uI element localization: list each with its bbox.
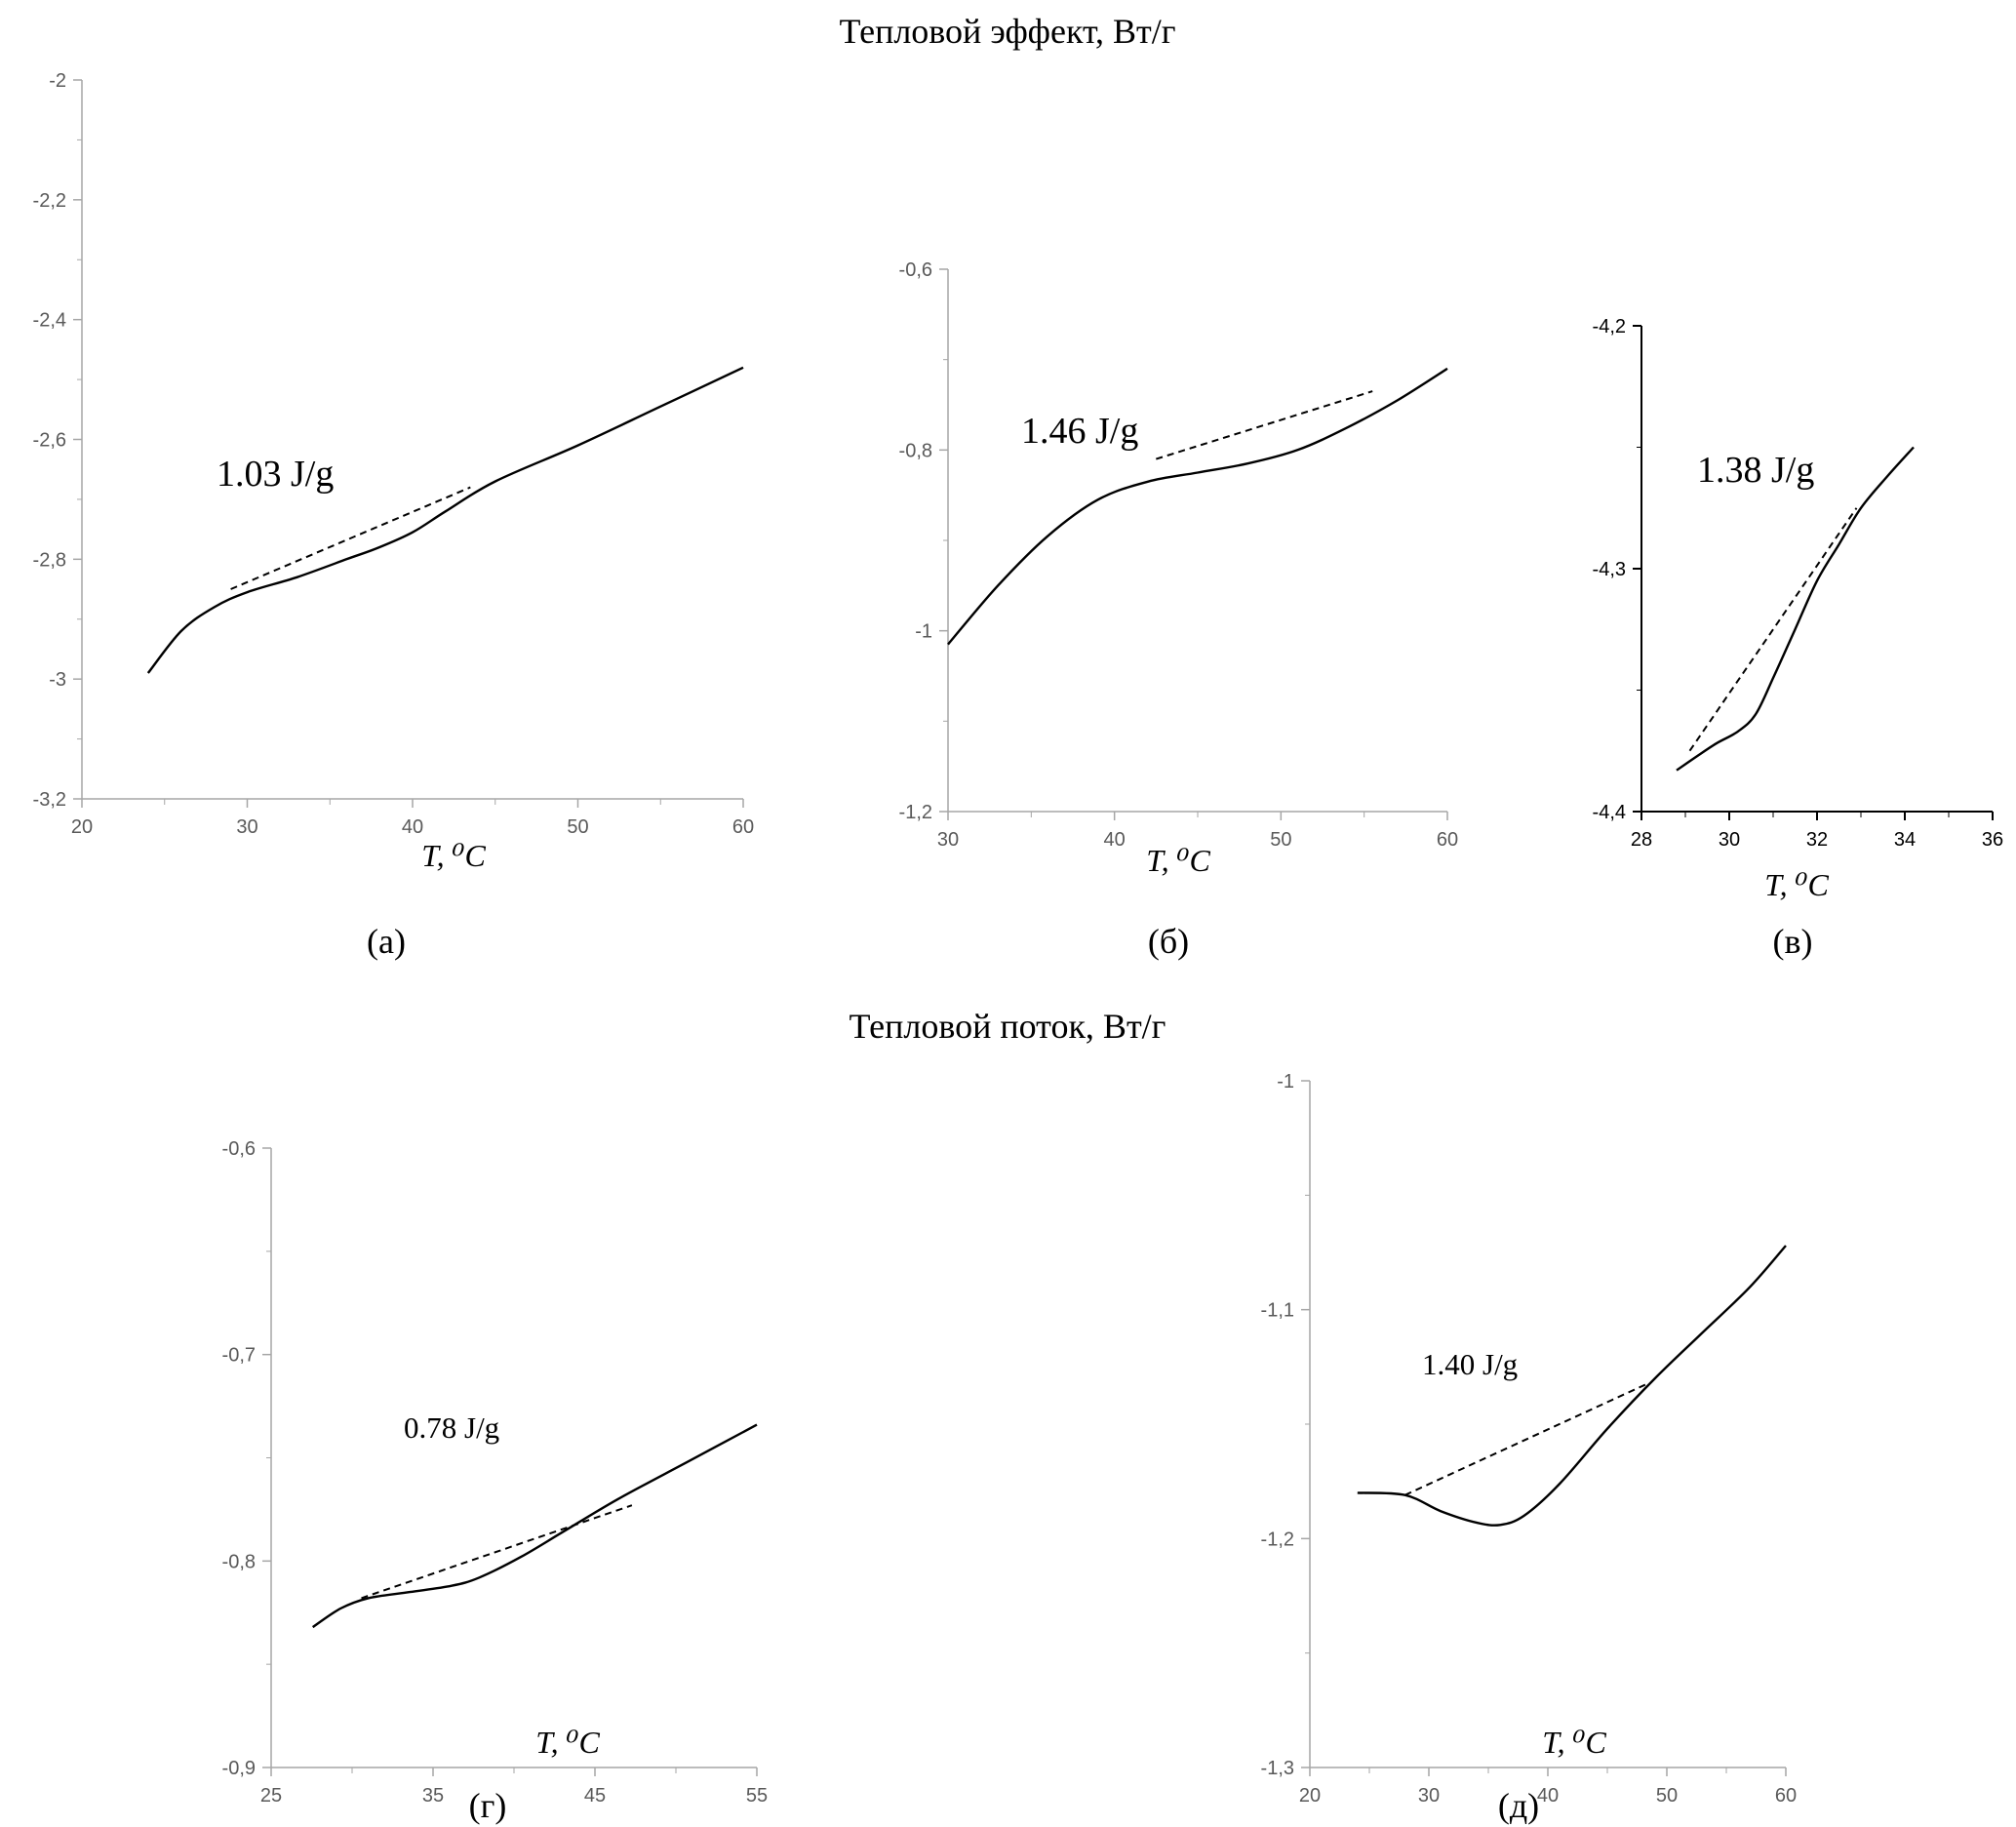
x-tick-label: 30 <box>236 816 257 838</box>
y-tick-label: -0,8 <box>899 440 932 461</box>
x-tick-label: 50 <box>1656 1785 1678 1807</box>
heat-flow-curve <box>312 1423 758 1629</box>
y-tick-label: -2,2 <box>33 190 66 212</box>
baseline-dashed-line <box>1156 390 1373 460</box>
x-axis-title: T, ⁰C <box>1764 867 1829 902</box>
x-tick-label: 60 <box>732 816 754 838</box>
x-tick-label: 36 <box>1982 829 2003 851</box>
heat-flow-curve <box>146 366 744 674</box>
enthalpy-annotation: 0.78 J/g <box>404 1410 499 1445</box>
chart-panel-1: -2 -2,2 -2,4 -2,6 -2,8 -3 -3,220 30 40 50 60 T, ⁰C 1… <box>33 70 755 961</box>
heat-flow-curve <box>1676 446 1915 772</box>
x-tick-label: 40 <box>1537 1785 1559 1807</box>
y-tick-label: -4,3 <box>1593 559 1626 580</box>
x-tick-label: 20 <box>71 816 93 838</box>
y-tick-label: -1 <box>1277 1071 1294 1092</box>
y-tick-label: -0,6 <box>899 259 932 281</box>
chart-panel-4: -0,6 -0,7 -0,8 -0,925 35 45 55 T, ⁰C 0.78 J/g (г) <box>222 1138 769 1825</box>
baseline-dashed-line <box>361 1504 633 1600</box>
x-tick-label: 25 <box>260 1785 282 1807</box>
y-tick-label: -3 <box>49 669 66 691</box>
y-tick-label: -2,8 <box>33 549 66 571</box>
x-axis-title: T, ⁰C <box>421 838 486 873</box>
x-tick-label: 35 <box>422 1785 444 1807</box>
x-tick-label: 40 <box>1104 829 1126 851</box>
x-tick-label: 40 <box>402 816 423 838</box>
y-tick-label: -2,6 <box>33 430 66 452</box>
y-tick-label: -4,2 <box>1593 316 1626 338</box>
x-tick-label: 30 <box>1719 829 1740 851</box>
y-tick-label: -1,2 <box>1261 1529 1294 1550</box>
x-tick-label: 20 <box>1299 1785 1321 1807</box>
x-tick-label: 50 <box>1270 829 1291 851</box>
y-tick-label: -2 <box>49 70 66 92</box>
baseline-dashed-line <box>230 486 471 590</box>
x-tick-label: 30 <box>937 829 959 851</box>
heat-flow-curve <box>947 367 1448 646</box>
panel-label: (а) <box>367 922 406 961</box>
y-tick-label: -0,8 <box>222 1551 256 1572</box>
x-tick-label: 55 <box>746 1785 768 1807</box>
x-axis-title: T, ⁰C <box>1146 843 1210 878</box>
chart-panel-3: -4,2 -4,3 -4,428 30 32 34 36 T, ⁰C 1.38 J/g (в) <box>1593 316 2004 961</box>
section-title-bottom: Тепловой поток, Вт/г <box>850 1007 1166 1046</box>
x-tick-label: 28 <box>1631 829 1652 851</box>
enthalpy-annotation: 1.46 J/g <box>1021 411 1138 452</box>
y-tick-label: -1,1 <box>1261 1300 1294 1322</box>
enthalpy-annotation: 1.40 J/g <box>1422 1347 1518 1381</box>
panel-label: (г) <box>469 1786 507 1825</box>
enthalpy-annotation: 1.03 J/g <box>217 454 334 495</box>
y-tick-label: -1,3 <box>1261 1758 1294 1779</box>
y-tick-label: -0,9 <box>222 1758 256 1779</box>
charts-container: -2-2,2-2,4-2,6-2,8-3-3,220 30 40 50 60T, ⁰C1… <box>33 70 2004 1825</box>
x-tick-label: 60 <box>1437 829 1458 851</box>
y-tick-label: -0,6 <box>222 1138 256 1160</box>
y-tick-label: -4,4 <box>1593 802 1626 823</box>
chart-panel-2: -0,6 -0,8 -1 -1,230 40 50 60 T, ⁰C 1.46 J/g (б) <box>899 259 1459 961</box>
baseline-dashed-line <box>1688 507 1858 752</box>
panel-label: (б) <box>1148 922 1189 961</box>
x-tick-label: 32 <box>1806 829 1828 851</box>
chart-panel-5: -1 -1,1 -1,2 -1,320 30 40 50 60 T, ⁰C 1.40 J/g (д) <box>1261 1071 1798 1825</box>
heat-flow-curve <box>1357 1245 1787 1527</box>
y-tick-label: -3,2 <box>33 789 66 811</box>
x-tick-label: 60 <box>1775 1785 1797 1807</box>
x-tick-label: 50 <box>567 816 588 838</box>
panel-label: (в) <box>1773 922 1813 961</box>
x-axis-title: T, ⁰C <box>1542 1725 1606 1760</box>
baseline-dashed-line <box>1404 1381 1650 1496</box>
y-tick-label: -0,7 <box>222 1345 256 1367</box>
x-tick-label: 30 <box>1418 1785 1440 1807</box>
y-tick-label: -1,2 <box>899 802 932 823</box>
y-tick-label: -2,4 <box>33 310 66 332</box>
y-tick-label: -1 <box>915 621 932 643</box>
x-tick-label: 34 <box>1894 829 1916 851</box>
x-axis-title: T, ⁰C <box>535 1725 600 1760</box>
x-tick-label: 45 <box>584 1785 606 1807</box>
panel-label: (д) <box>1498 1786 1539 1825</box>
section-title-top: Тепловой эффект, Вт/г <box>839 12 1175 51</box>
enthalpy-annotation: 1.38 J/g <box>1697 450 1814 491</box>
